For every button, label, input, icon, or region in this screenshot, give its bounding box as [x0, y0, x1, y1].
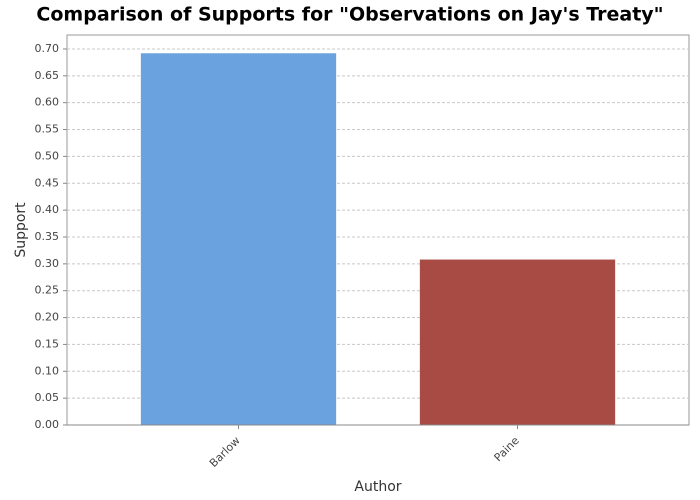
bar [140, 53, 337, 425]
chart-title: Comparison of Supports for "Observations… [36, 4, 663, 26]
y-tick-label: 0.05 [35, 391, 60, 404]
y-tick-label: 0.10 [35, 364, 60, 377]
y-tick-label: 0.25 [35, 284, 60, 297]
y-tick-label: 0.60 [35, 96, 60, 109]
y-tick-label: 0.30 [35, 257, 60, 270]
y-axis-title: Support [13, 202, 29, 258]
x-axis-title: Author [354, 479, 401, 495]
y-tick-label: 0.20 [35, 311, 60, 324]
y-tick-label: 0.65 [35, 69, 60, 82]
y-tick-label: 0.50 [35, 149, 60, 162]
bar [419, 259, 616, 425]
y-tick-label: 0.00 [35, 418, 60, 431]
y-tick-label: 0.15 [35, 337, 60, 350]
y-tick-label: 0.70 [35, 42, 60, 55]
y-tick-label: 0.45 [35, 176, 60, 189]
y-tick-label: 0.35 [35, 230, 60, 243]
y-tick-label: 0.55 [35, 123, 60, 136]
y-tick-label: 0.40 [35, 203, 60, 216]
